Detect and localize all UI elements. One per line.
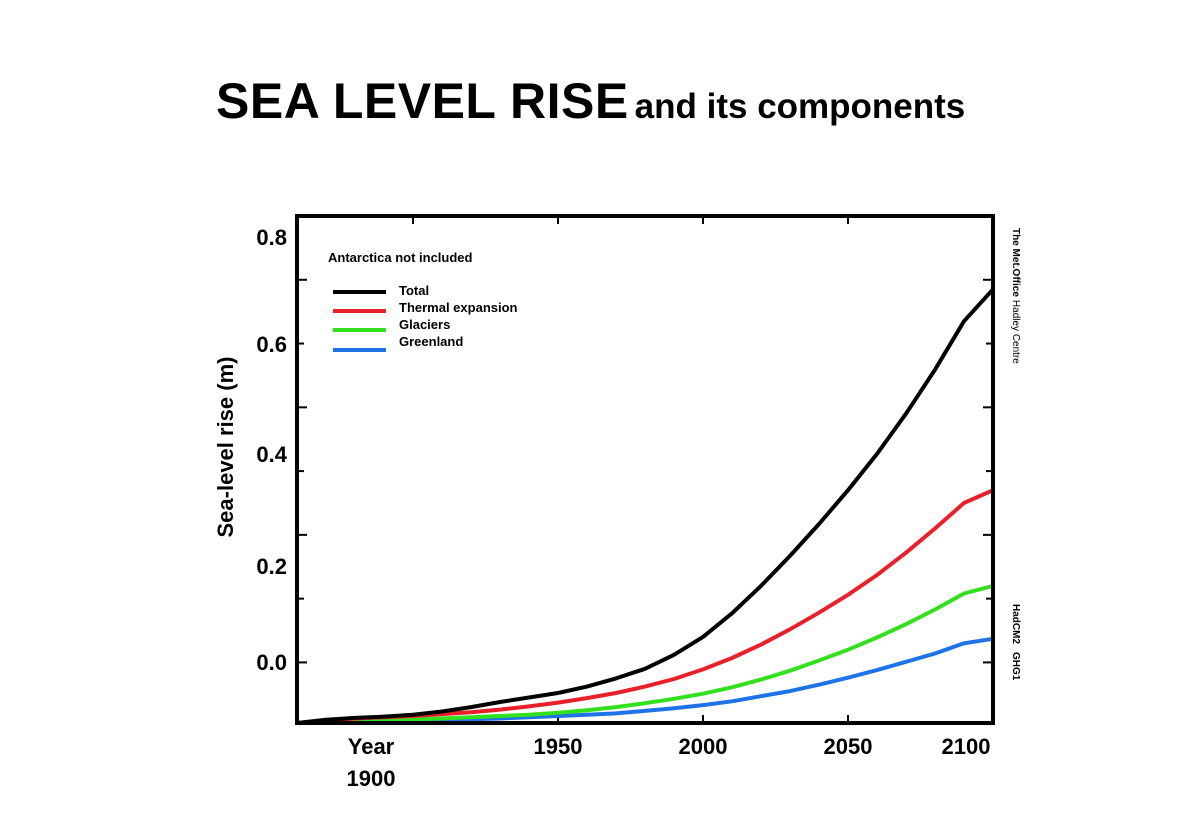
x-tick-label: 2100 [942,734,991,759]
legend-label: Greenland [399,334,463,349]
legend-label: Thermal expansion [399,300,518,315]
series-line-glaciers [295,583,995,725]
y-tick-label: 0.2 [256,554,287,579]
model-name: HadCM2 [1010,604,1021,644]
chart-title-main: SEA LEVEL RISE [216,73,629,129]
chart-title-sub: and its components [634,87,966,126]
legend: Total Thermal expansion Glaciers Greenland [333,283,518,352]
y-tick-label: 0.0 [256,650,287,675]
series-line-thermal-expansion [295,488,995,725]
series-line-greenland [295,636,995,725]
antarctica-note: Antarctica not included [328,250,473,265]
credit-rest: Hadley Centre [1010,300,1021,364]
legend-label: Glaciers [399,317,450,332]
x-tick-label: 1950 [534,734,583,759]
x-tick-label: 2050 [824,734,873,759]
credit-bold: The Met.Office [1010,228,1021,297]
series-lines [295,287,995,725]
chart-title: SEA LEVEL RISE and its components [216,72,965,130]
x-tick-label: 1900 [347,766,396,791]
x-tick-label: 2000 [679,734,728,759]
y-tick-label: 0.8 [256,225,287,250]
plot-frame [295,214,995,725]
y-tick-label: 0.4 [256,442,287,467]
svg-text:HadCM2GHG1: HadCM2 GHG1 [1010,604,1021,681]
legend-label: Total [399,283,429,298]
model-text: HadCM2 GHG1 [1010,604,1021,681]
scenario-name: GHG1 [1010,652,1021,681]
y-tick-label: 0.6 [256,332,287,357]
x-axis-label: Year [348,734,395,759]
x-tick-labels: 1900 1950 2000 2050 2100 [347,734,991,791]
y-tick-labels: 0.0 0.2 0.4 0.6 0.8 [256,225,287,675]
y-axis-label: Sea-level rise (m) [213,357,238,538]
series-line-total [295,287,995,725]
svg-text:The Met.OfficeHadley Centre: The Met.Office Hadley Centre [1010,228,1021,364]
credit-text: The Met.Office Hadley Centre [1010,228,1021,364]
